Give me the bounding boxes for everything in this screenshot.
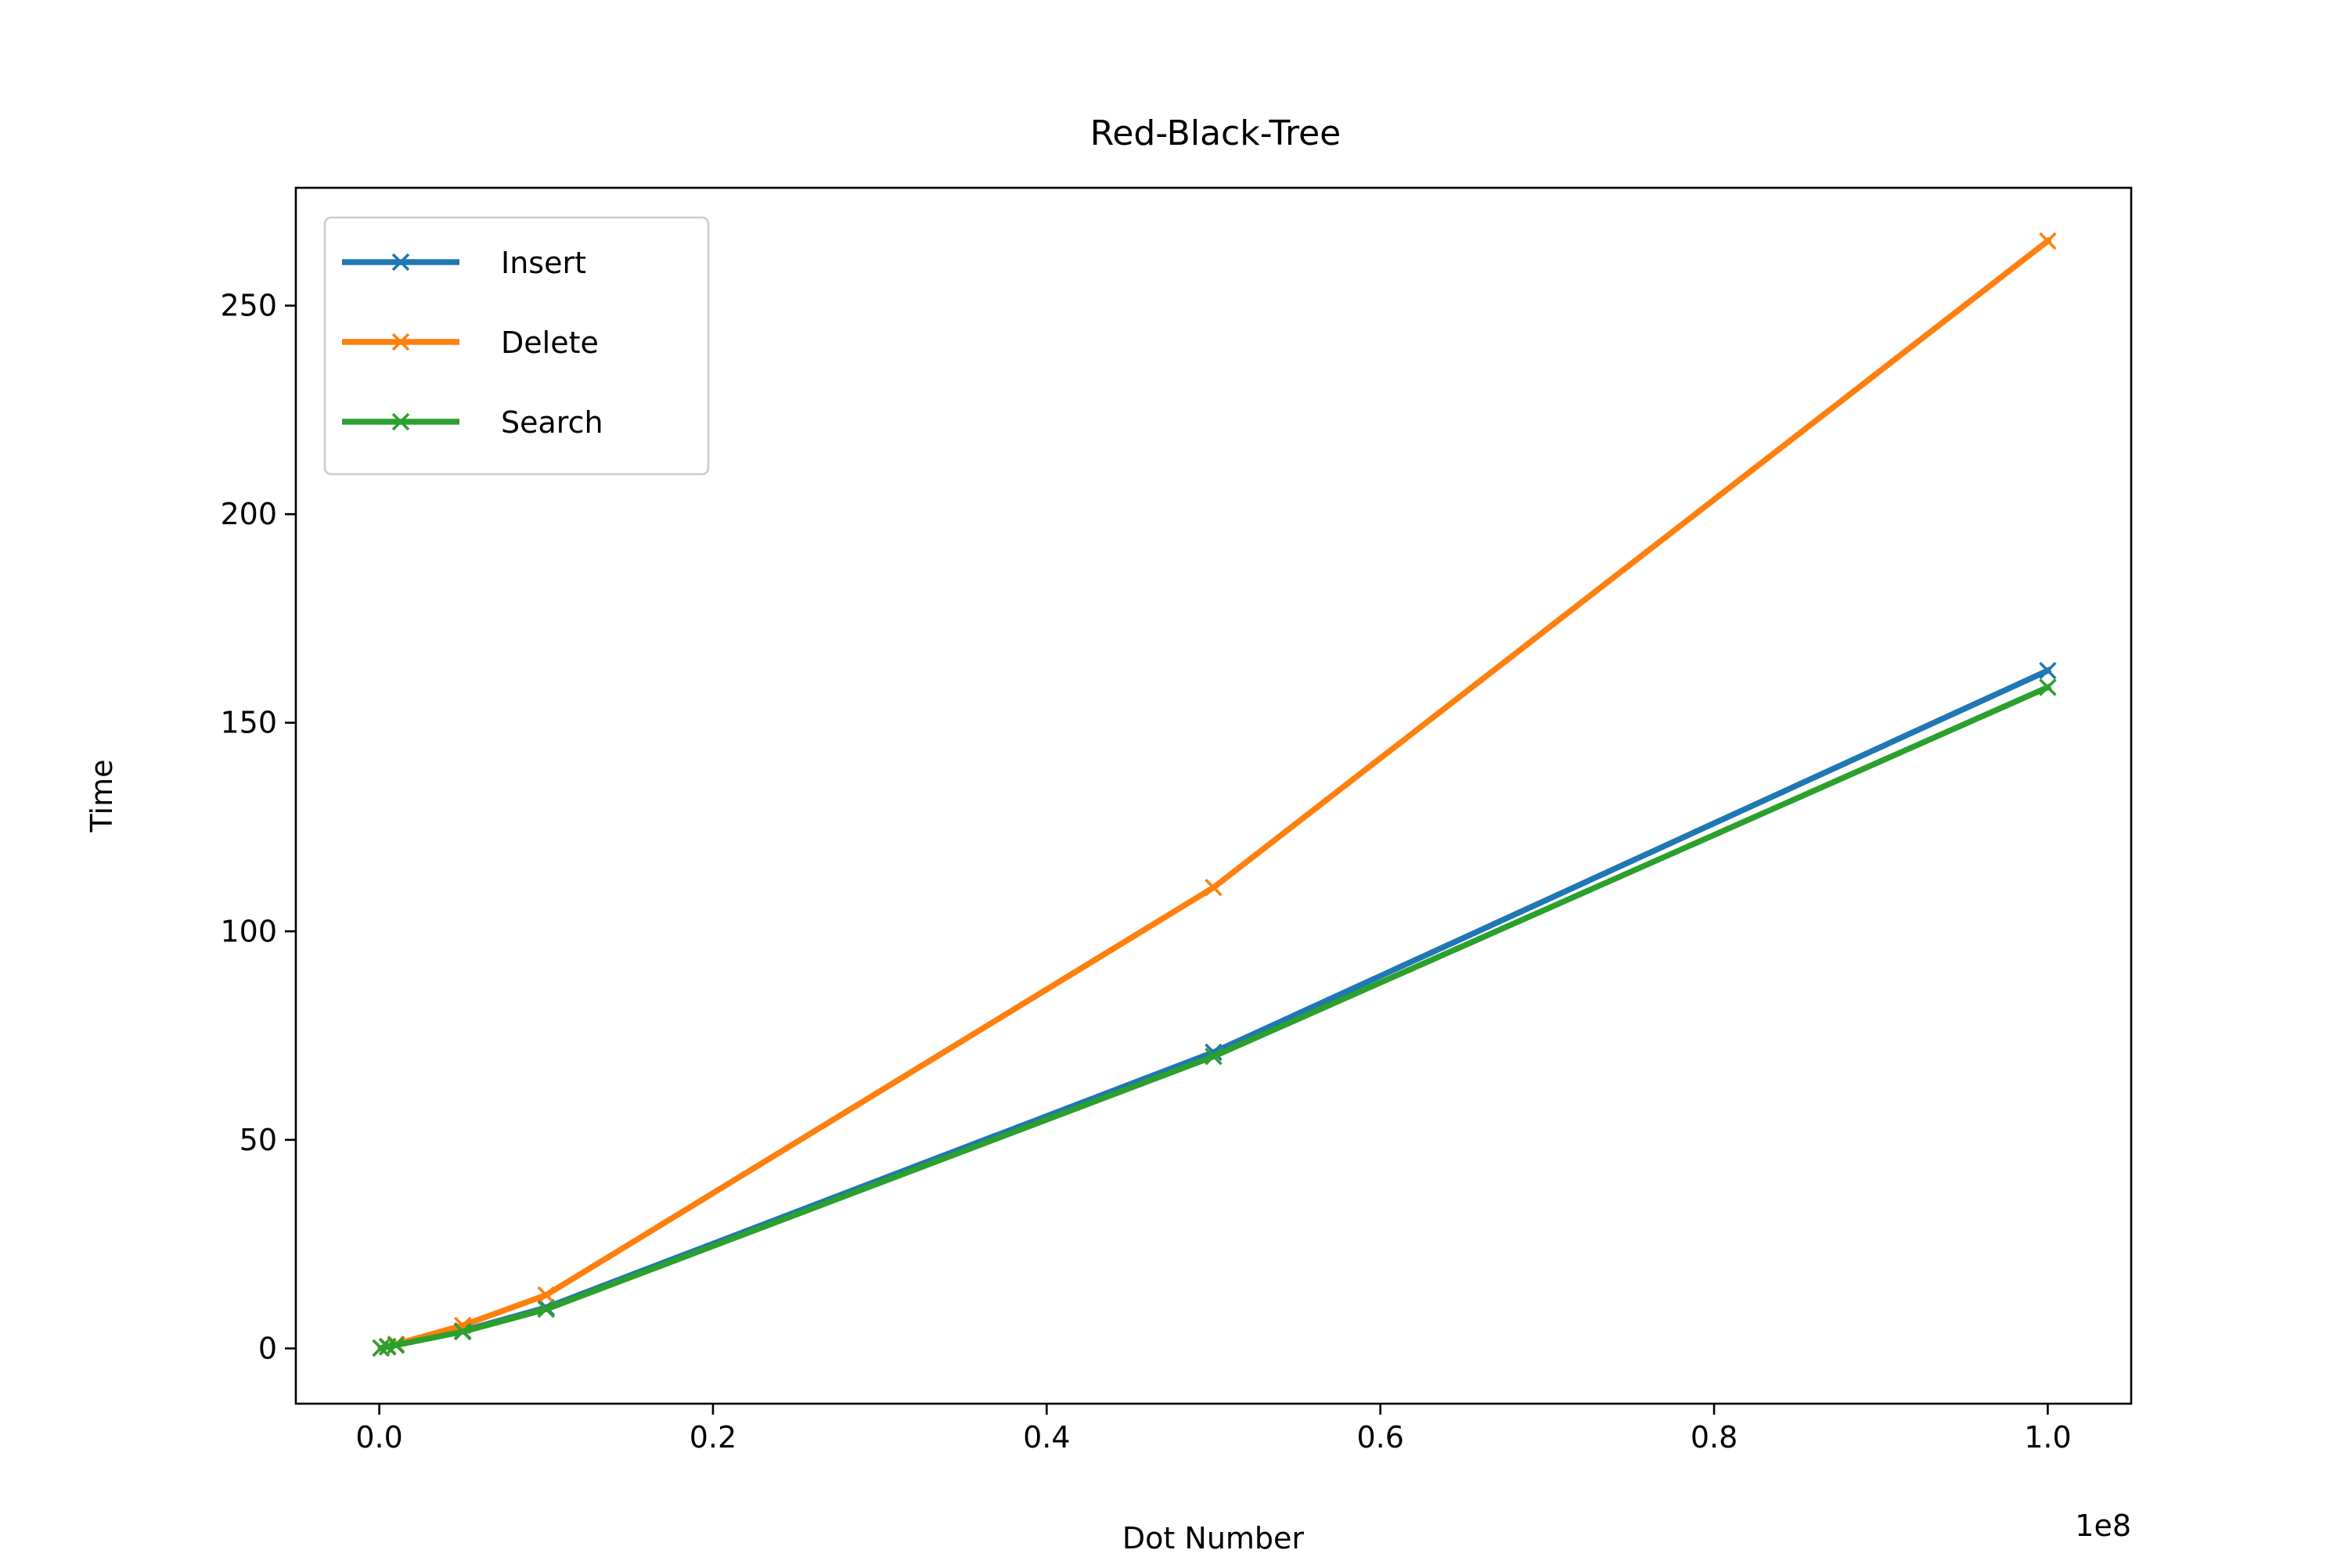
plot-area-frame	[294, 186, 2133, 1405]
y-tick-label: 0	[258, 1331, 277, 1365]
y-axis-label: Time	[85, 760, 119, 833]
y-tick-label: 50	[239, 1123, 277, 1157]
legend-frame	[323, 216, 710, 476]
data-point-marker	[537, 1286, 556, 1304]
series-layer	[372, 232, 2057, 1358]
legend-marker	[391, 333, 410, 351]
data-point-marker	[1205, 1047, 1223, 1066]
legend-item-insert: Insert	[342, 246, 586, 280]
series-search	[372, 678, 2057, 1358]
legend-label: Search	[501, 405, 603, 440]
y-tick-label: 150	[220, 706, 277, 740]
data-point-marker	[372, 1339, 390, 1358]
legend-item-search: Search	[342, 405, 603, 440]
y-tick-label: 100	[220, 914, 277, 948]
x-tick-label: 0.2	[690, 1420, 736, 1455]
x-tick-label: 0.8	[1691, 1420, 1738, 1455]
legend: Insert Delete Search	[323, 216, 710, 476]
data-point-marker	[453, 1322, 472, 1341]
legend-marker	[391, 253, 410, 272]
legend-item-delete: Delete	[342, 325, 599, 360]
x-axis-label: Dot Number	[1122, 1521, 1305, 1555]
y-axis-ticks: 0 50 100 150 200 250	[220, 289, 296, 1365]
data-point-marker	[2039, 661, 2057, 680]
chart-title: Red-Black-Tree	[1090, 113, 1341, 153]
data-point-marker	[387, 1336, 405, 1354]
legend-marker	[391, 412, 410, 431]
data-point-marker	[2039, 232, 2057, 250]
y-tick-label: 250	[220, 289, 277, 323]
data-point-marker	[537, 1300, 556, 1318]
legend-label: Insert	[501, 246, 586, 280]
x-tick-label: 1.0	[2024, 1420, 2071, 1455]
x-tick-label: 0.6	[1356, 1420, 1403, 1455]
legend-label: Delete	[501, 325, 599, 360]
x-axis-ticks: 0.0 0.2 0.4 0.6 0.8 1.0	[355, 1404, 2072, 1455]
y-tick-label: 200	[220, 497, 277, 531]
x-axis-offset-label: 1e8	[2075, 1509, 2131, 1543]
x-tick-label: 0.4	[1023, 1420, 1070, 1455]
data-point-marker	[1205, 879, 1223, 897]
x-tick-label: 0.0	[355, 1420, 402, 1455]
data-point-marker	[2039, 678, 2057, 696]
